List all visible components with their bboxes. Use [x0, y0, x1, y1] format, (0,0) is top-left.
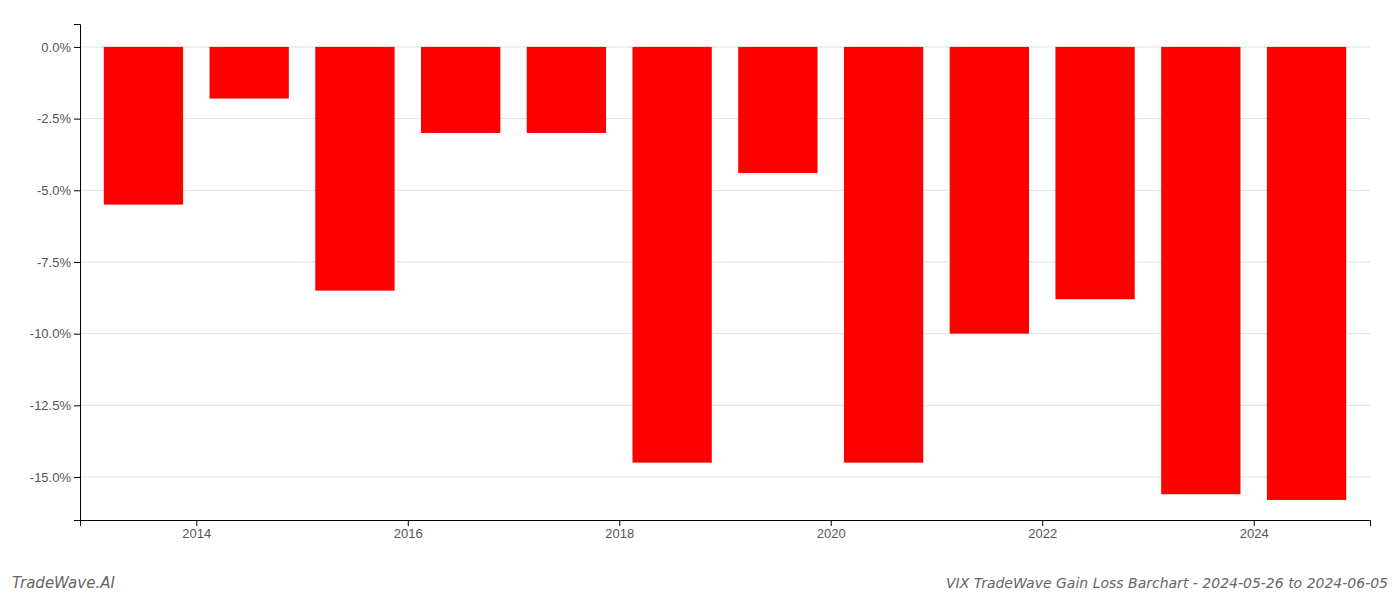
bar [315, 47, 394, 291]
x-tick-label: 2024 [1240, 526, 1269, 541]
x-tick: 2022 [1028, 520, 1057, 541]
x-tick-mark [196, 520, 197, 526]
y-tick-label: 0.0% [41, 40, 71, 55]
y-tick-label: -5.0% [37, 183, 71, 198]
y-tick: -15.0% [30, 470, 80, 485]
bar [1055, 47, 1134, 299]
x-tick-mark [619, 520, 620, 526]
bar [104, 47, 183, 205]
bars [104, 47, 1346, 500]
bar [1267, 47, 1346, 500]
y-tick: 0.0% [41, 40, 80, 55]
x-tick-label: 2022 [1028, 526, 1057, 541]
x-tick-mark [1042, 520, 1043, 526]
y-tick-label: -15.0% [30, 470, 72, 485]
x-tick: 2024 [1240, 520, 1269, 541]
x-axis-line [81, 521, 1371, 527]
x-tick-label: 2020 [817, 526, 846, 541]
y-tick: -10.0% [30, 326, 80, 341]
x-tick: 2018 [605, 520, 634, 541]
x-tick-label: 2018 [605, 526, 634, 541]
y-tick-mark [74, 47, 80, 48]
y-tick: -2.5% [37, 111, 80, 126]
bar [421, 47, 500, 133]
title: VIX TradeWave Gain Loss Barchart - 2024-… [946, 575, 1388, 591]
bar [950, 47, 1029, 334]
y-tick-mark [74, 405, 80, 406]
y-tick: -12.5% [30, 398, 80, 413]
x-tick-mark [1254, 520, 1255, 526]
bar [1161, 47, 1240, 494]
y-tick: -5.0% [37, 183, 80, 198]
x-tick: 2014 [182, 520, 211, 541]
y-tick-label: -7.5% [37, 255, 71, 270]
y-tick: -7.5% [37, 255, 80, 270]
y-tick-mark [74, 334, 80, 335]
bar [844, 47, 923, 463]
plot-area: 2014 2016 2018 2020 2022 2024 0.0% -2.5% -5.0% -7… [30, 25, 1371, 542]
y-tick-mark [74, 477, 80, 478]
x-tick: 2020 [817, 520, 846, 541]
bar [632, 47, 711, 463]
x-tick-mark [831, 520, 832, 526]
y-axis-line [74, 25, 81, 521]
x-tick-mark [408, 520, 409, 526]
y-tick-mark [74, 190, 80, 191]
y-tick-label: -10.0% [30, 326, 72, 341]
y-tick-label: -2.5% [37, 111, 71, 126]
bar [210, 47, 289, 99]
x-axis: 2014 2016 2018 2020 2022 2024 [81, 520, 1371, 541]
annotation: TradeWave.AI [12, 574, 115, 592]
y-axis: 0.0% -2.5% -5.0% -7.5% -10.0% -12.5% -15.0% [30, 25, 81, 521]
y-tick-label: -12.5% [30, 398, 72, 413]
y-tick-mark [74, 119, 80, 120]
x-tick-label: 2014 [182, 526, 211, 541]
bar [527, 47, 606, 133]
bar [738, 47, 817, 173]
y-tick-mark [74, 262, 80, 263]
x-tick: 2016 [394, 520, 423, 541]
x-tick-label: 2016 [394, 526, 423, 541]
chart: 2014 2016 2018 2020 2022 2024 0.0% -2.5% -5.0% -7… [0, 0, 1400, 600]
